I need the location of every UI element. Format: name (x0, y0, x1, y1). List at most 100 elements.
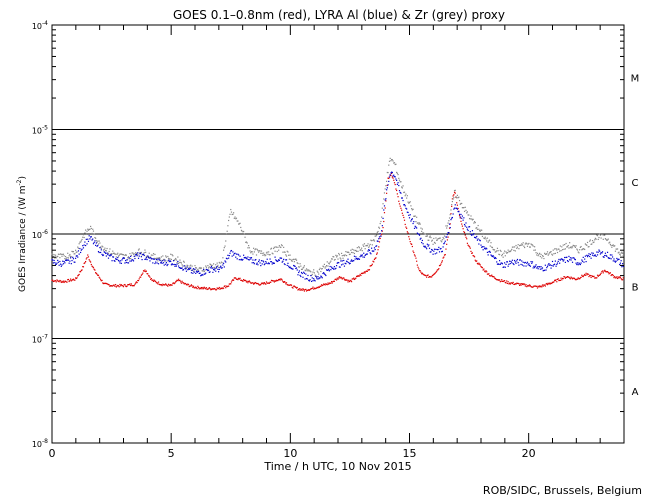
series-al-point (156, 262, 158, 264)
series-al-point (537, 268, 539, 270)
series-al-point (605, 254, 607, 257)
series-goes-point (576, 278, 578, 280)
series-al-point (72, 258, 75, 260)
series-goes-point (501, 279, 503, 281)
series-al-point (561, 258, 563, 260)
series-zr-point (256, 248, 258, 251)
series-al-point (165, 262, 167, 264)
series-al-point (564, 256, 566, 259)
series-goes-point (323, 283, 326, 285)
series-zr-point (552, 249, 554, 251)
series-goes-point (518, 283, 520, 285)
series-al-point (143, 254, 145, 257)
series-goes-point (363, 271, 366, 273)
series-goes-point (202, 288, 205, 290)
series-al-point (370, 253, 372, 255)
series-zr-point (611, 244, 614, 247)
series-zr-point (381, 207, 383, 209)
series-goes-point (367, 269, 369, 271)
series-goes-point (120, 285, 122, 287)
series-goes-point (371, 264, 373, 267)
series-al-point (182, 269, 185, 271)
series-goes-point (84, 262, 86, 264)
series-goes-point (318, 286, 321, 288)
series-goes-point (561, 279, 563, 281)
series-goes-point (297, 289, 299, 291)
series-zr-point (284, 251, 286, 253)
series-zr-point (448, 217, 451, 219)
series-al-point (367, 250, 369, 252)
series-zr-point (157, 257, 160, 259)
series-al-point (400, 192, 402, 194)
series-al-point (502, 266, 504, 269)
series-goes-point (61, 280, 63, 283)
series-zr-point (160, 259, 162, 261)
series-goes-point (225, 287, 227, 289)
series-zr-point (444, 233, 446, 235)
series-al-point (85, 238, 87, 240)
series-al-point (371, 250, 373, 252)
series-goes-point (534, 285, 536, 287)
series-zr-point (419, 223, 421, 225)
series-al-point (431, 249, 433, 251)
series-al-point (385, 198, 387, 200)
series-zr-point (363, 243, 366, 245)
series-goes-point (384, 207, 386, 209)
series-zr-point (435, 237, 437, 239)
series-goes-point (537, 285, 539, 287)
series-goes-point (298, 288, 300, 290)
series-zr-point (338, 252, 340, 255)
series-al-point (78, 253, 80, 255)
series-goes-point (574, 277, 576, 280)
series-goes-point (568, 276, 570, 278)
series-goes-point (469, 247, 471, 249)
series-zr-point (619, 254, 622, 256)
series-al-point (406, 211, 408, 213)
series-goes-point (451, 198, 453, 200)
series-al-point (576, 263, 578, 266)
series-goes-point (453, 194, 455, 196)
series-zr-point (187, 265, 189, 267)
series-zr-point (476, 228, 479, 230)
series-zr-point (489, 245, 491, 247)
series-al-point (180, 267, 183, 269)
series-al-point (443, 243, 445, 245)
series-goes-point (585, 272, 587, 274)
series-goes-point (514, 283, 516, 285)
series-goes-point (604, 270, 607, 272)
series-zr-point (107, 252, 109, 254)
series-zr-point (137, 253, 139, 256)
series-al-point (63, 260, 65, 263)
series-zr-point (81, 238, 83, 241)
series-zr-point (565, 242, 567, 245)
series-al-point (230, 250, 232, 252)
series-zr-point (288, 258, 290, 260)
series-al-point (378, 236, 381, 238)
series-goes-point (413, 251, 415, 254)
series-goes-point (170, 284, 173, 286)
series-goes-point (405, 226, 407, 228)
series-goes-point (183, 283, 185, 285)
series-al-point (463, 217, 465, 219)
series-al-point (586, 256, 589, 258)
series-al-point (233, 254, 235, 256)
series-goes-point (114, 285, 116, 287)
series-al-point (120, 260, 122, 262)
series-goes-point (313, 287, 316, 289)
series-goes-point (546, 282, 548, 285)
series-al-point (365, 253, 367, 256)
series-zr-point (391, 158, 393, 161)
series-goes-point (502, 280, 504, 283)
series-zr-point (177, 262, 180, 265)
series-al-point (303, 272, 305, 274)
series-goes-point (99, 277, 101, 279)
series-zr-point (580, 245, 582, 248)
series-zr-point (74, 253, 76, 255)
series-al-point (339, 266, 341, 268)
series-goes-point (270, 279, 273, 281)
series-al-point (132, 259, 134, 261)
series-al-point (286, 264, 288, 267)
series-goes-point (156, 282, 158, 284)
series-al-point (268, 263, 270, 265)
series-al-point (138, 255, 140, 257)
